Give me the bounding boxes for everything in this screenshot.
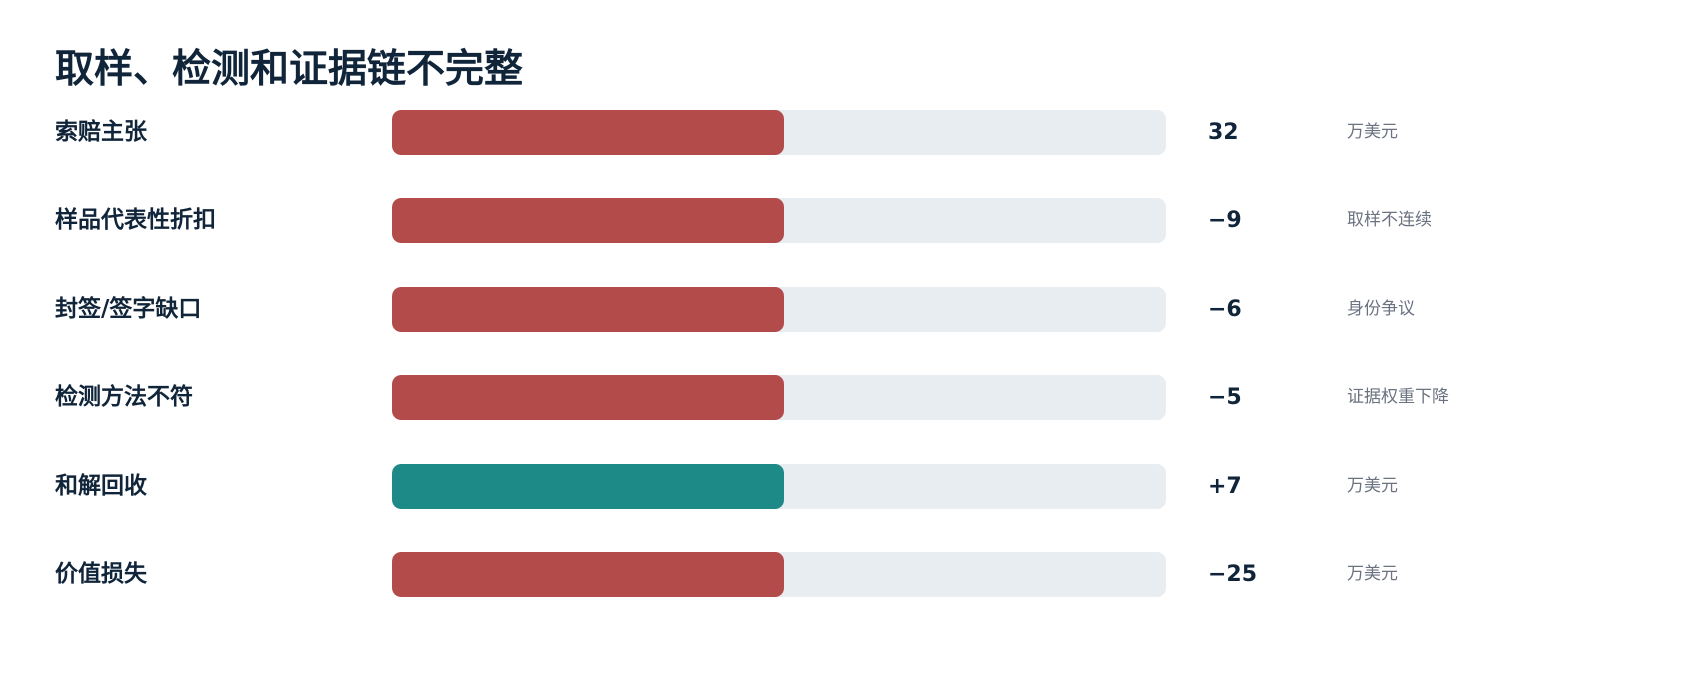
bar-track — [392, 286, 1166, 332]
row-label: 样品代表性折扣 — [55, 207, 216, 234]
row-value: −6 — [1208, 296, 1242, 322]
row-label: 封签/签字缺口 — [55, 295, 202, 322]
row-label: 和解回收 — [55, 472, 147, 499]
bar-fill — [392, 552, 784, 597]
row-note: 万美元 — [1347, 475, 1398, 496]
title: 取样、检测和证据链不完整 — [55, 47, 524, 92]
bar-fill — [392, 110, 784, 155]
row-value: 32 — [1208, 120, 1239, 145]
row-value: −25 — [1208, 562, 1258, 587]
bar-track — [392, 463, 1166, 509]
row-value: −9 — [1208, 208, 1242, 234]
row: 封签/签字缺口 −6 身份争议 — [0, 286, 1700, 332]
row: 样品代表性折扣 −9 取样不连续 — [0, 198, 1700, 244]
bar-fill — [392, 286, 784, 332]
bar-track — [392, 198, 1166, 244]
row-note: 身份争议 — [1347, 298, 1415, 319]
row-note: 万美元 — [1347, 564, 1398, 584]
bar-track — [392, 110, 1166, 155]
row: 检测方法不符 −5 证据权重下降 — [0, 375, 1700, 421]
bar-fill — [392, 463, 784, 509]
row-label: 检测方法不符 — [55, 384, 193, 411]
row-note: 取样不连续 — [1347, 210, 1432, 231]
row: 索赔主张 32 万美元 — [0, 110, 1700, 155]
row-value: +7 — [1208, 473, 1242, 499]
row: 和解回收 +7 万美元 — [0, 463, 1700, 509]
bar-track — [392, 552, 1166, 597]
bar-track — [392, 375, 1166, 421]
bar-fill — [392, 198, 784, 244]
row-label: 价值损失 — [55, 561, 147, 587]
row-note: 万美元 — [1347, 122, 1398, 142]
row-note: 证据权重下降 — [1347, 387, 1449, 408]
row-value: −5 — [1208, 385, 1242, 411]
bar-fill — [392, 375, 784, 421]
row-label: 索赔主张 — [55, 119, 147, 145]
row: 价值损失 −25 万美元 — [0, 552, 1700, 597]
